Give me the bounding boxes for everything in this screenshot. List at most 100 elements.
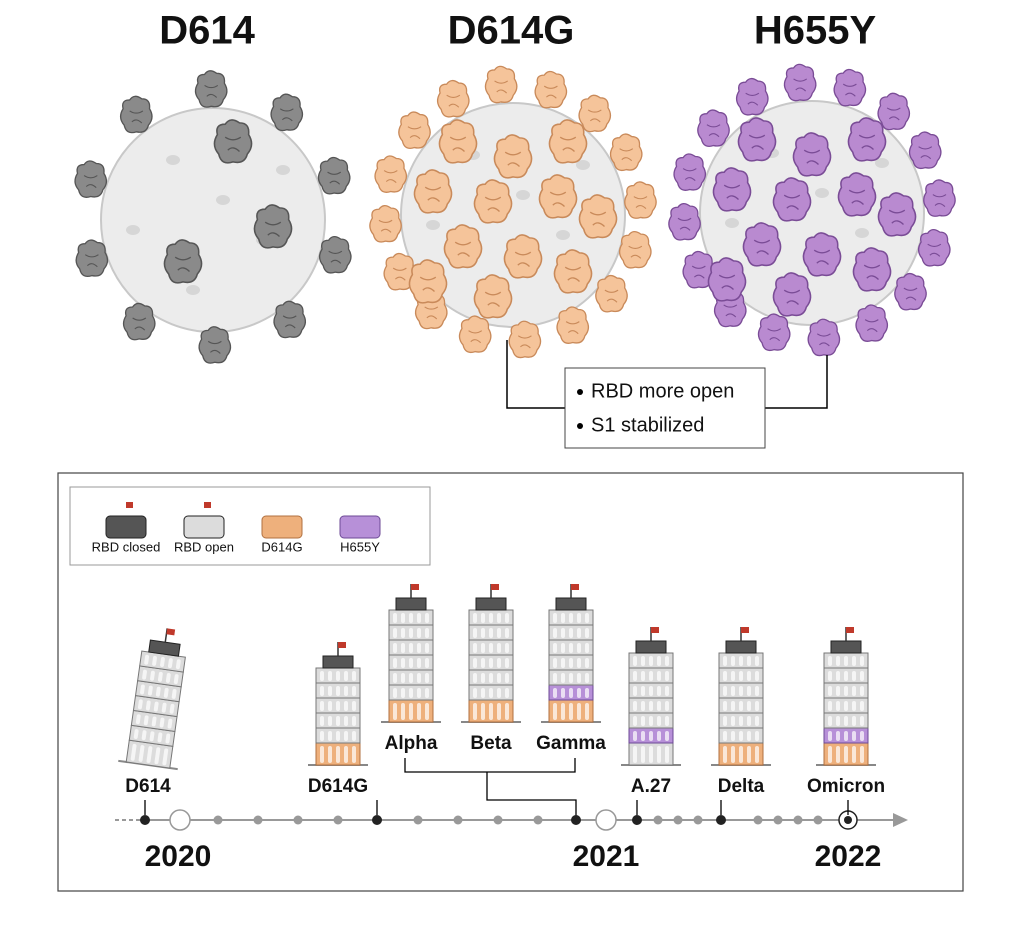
arch — [828, 701, 832, 711]
spike-body — [578, 94, 612, 133]
spike-detail — [589, 211, 607, 227]
arch — [497, 673, 501, 683]
arch — [585, 613, 589, 623]
spike-body — [369, 205, 402, 243]
spike — [877, 192, 917, 237]
spike — [484, 65, 518, 104]
spike — [122, 302, 156, 341]
arch — [657, 716, 661, 726]
spike-detail — [816, 333, 831, 347]
arch — [352, 671, 356, 681]
arch — [665, 686, 669, 696]
spike-detail — [903, 287, 918, 301]
spike-body — [163, 239, 203, 284]
arch — [649, 671, 653, 681]
spike-detail — [484, 196, 502, 212]
envelope-dot — [166, 155, 180, 165]
legend-icon — [339, 515, 381, 539]
spike-detail — [328, 250, 343, 264]
spike — [923, 179, 956, 217]
arch — [836, 686, 840, 696]
arch — [328, 701, 332, 711]
arch — [657, 686, 661, 696]
arch — [401, 613, 405, 623]
legend: RBD closed RBD open D614G H655Y — [92, 502, 381, 554]
arch — [401, 628, 405, 638]
spike-body — [772, 272, 812, 317]
arch — [393, 703, 397, 720]
legend-label: D614G — [261, 539, 302, 554]
spike-detail — [886, 107, 901, 121]
arch — [731, 656, 735, 666]
arch — [553, 658, 557, 668]
arch — [561, 613, 565, 623]
spike — [534, 70, 568, 109]
spike-detail — [407, 126, 422, 140]
arch — [755, 671, 759, 681]
arch — [828, 716, 832, 726]
spike-body — [213, 119, 253, 164]
spike-body — [735, 77, 769, 116]
arch — [836, 701, 840, 711]
spike-body — [534, 70, 568, 109]
virus — [668, 63, 956, 357]
envelope-dot — [576, 160, 590, 170]
callout-item: S1 stabilized — [591, 414, 704, 436]
arch — [145, 700, 151, 711]
arch — [505, 673, 509, 683]
arch — [852, 671, 856, 681]
flag — [411, 584, 419, 590]
spike-body — [697, 109, 730, 148]
spike-detail — [691, 265, 706, 279]
spike — [697, 109, 730, 148]
legend-label: RBD closed — [92, 539, 161, 554]
arch — [747, 671, 751, 681]
spike-detail — [858, 134, 876, 150]
arch — [739, 746, 743, 763]
arch — [852, 731, 856, 741]
spike — [538, 174, 578, 219]
arch — [836, 716, 840, 726]
arch — [409, 613, 413, 623]
arch — [641, 686, 645, 696]
spike-detail — [494, 80, 509, 94]
arch — [425, 688, 429, 698]
spike-detail — [918, 146, 933, 160]
arch — [140, 684, 145, 695]
arch — [649, 716, 653, 726]
arch — [328, 686, 332, 696]
arch — [585, 658, 589, 668]
arch — [157, 732, 163, 743]
arch — [135, 714, 141, 725]
spike — [374, 155, 408, 193]
spike-body — [74, 160, 108, 198]
arch — [561, 628, 565, 638]
spike-detail — [424, 186, 442, 202]
spike-detail — [723, 184, 741, 200]
arch — [665, 746, 669, 763]
month-dot — [533, 815, 543, 825]
arch — [481, 673, 485, 683]
flag — [741, 627, 749, 633]
spike — [737, 117, 777, 162]
arch — [657, 731, 661, 741]
spike-detail — [619, 148, 634, 162]
arch — [425, 658, 429, 668]
spike-detail — [723, 304, 738, 318]
spike-body — [548, 119, 588, 164]
spike-detail — [327, 171, 342, 185]
arch — [828, 686, 832, 696]
spike-detail — [383, 170, 398, 184]
arch — [747, 746, 751, 763]
arch — [747, 686, 751, 696]
arrowhead — [893, 813, 908, 827]
spike-body — [783, 63, 817, 102]
spike — [578, 194, 618, 239]
arch — [425, 703, 429, 720]
arch — [755, 746, 759, 763]
connector — [486, 772, 577, 820]
arch — [844, 671, 848, 681]
spike-detail — [633, 196, 648, 210]
arch — [497, 613, 501, 623]
belfry — [725, 640, 757, 654]
